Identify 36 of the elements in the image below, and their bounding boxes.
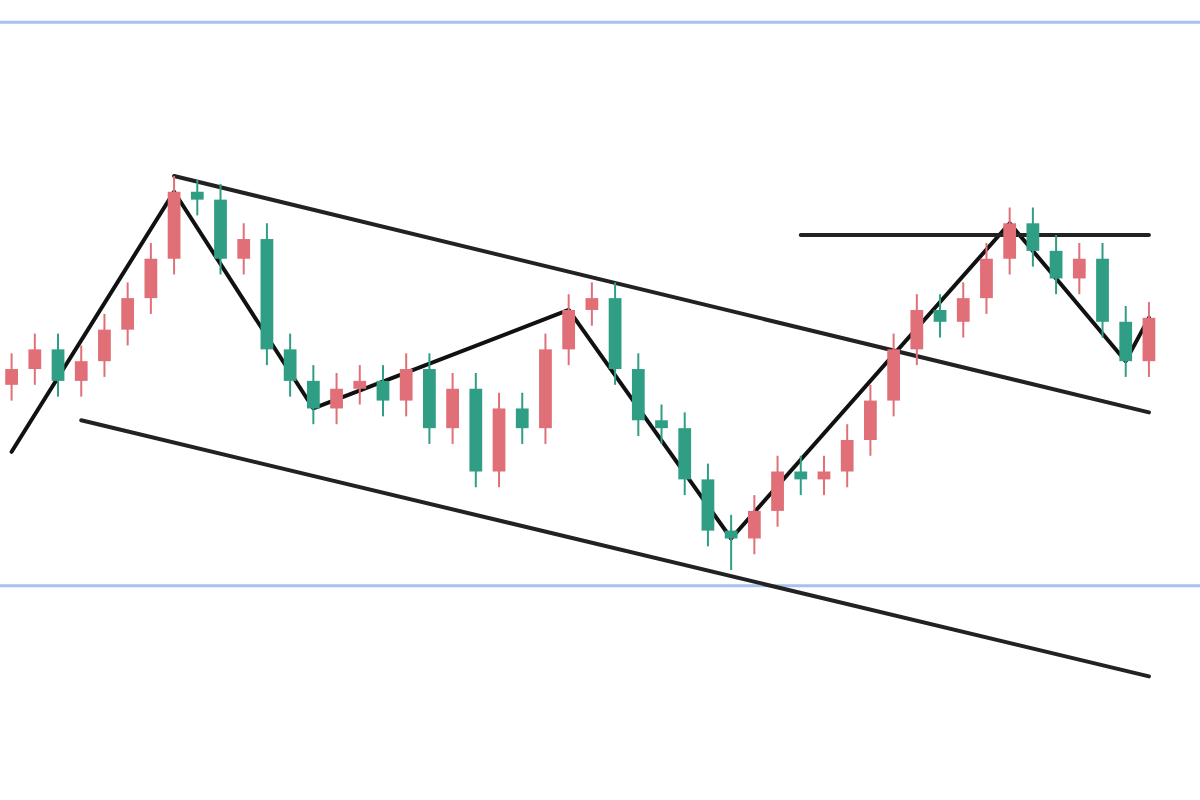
candlestick	[446, 372, 459, 445]
candlestick	[330, 372, 343, 426]
candlestick	[5, 352, 18, 402]
candlestick	[306, 364, 320, 426]
candlestick	[1049, 234, 1063, 296]
candlestick	[1142, 301, 1156, 378]
candlestick	[747, 494, 761, 556]
candlestick	[74, 344, 88, 398]
candlestick	[655, 403, 668, 445]
candlestick	[771, 454, 784, 528]
candlestick	[376, 364, 390, 418]
candlestick	[28, 332, 42, 386]
candlestick	[562, 293, 576, 367]
candlestick	[980, 241, 993, 315]
candlestick	[794, 454, 808, 497]
candlestick	[1119, 305, 1133, 378]
candlestick	[1072, 241, 1086, 296]
candlestick	[283, 332, 297, 398]
candlestick	[190, 178, 204, 217]
candlestick	[585, 281, 599, 327]
candlestick	[98, 312, 111, 378]
candlestick	[353, 364, 367, 406]
candlestick	[864, 383, 877, 457]
candlestick	[144, 241, 158, 315]
candlestick	[399, 352, 413, 418]
candlestick	[840, 423, 854, 489]
candlestick	[956, 281, 970, 339]
candlestick	[237, 222, 251, 276]
candlestick	[724, 513, 738, 571]
candlestick	[51, 332, 65, 398]
candlestick	[515, 391, 529, 445]
candlestick	[121, 281, 135, 347]
candlestick	[1003, 206, 1017, 276]
candlestick	[933, 293, 947, 339]
candlestick	[1026, 206, 1040, 268]
candlestick	[910, 293, 924, 367]
